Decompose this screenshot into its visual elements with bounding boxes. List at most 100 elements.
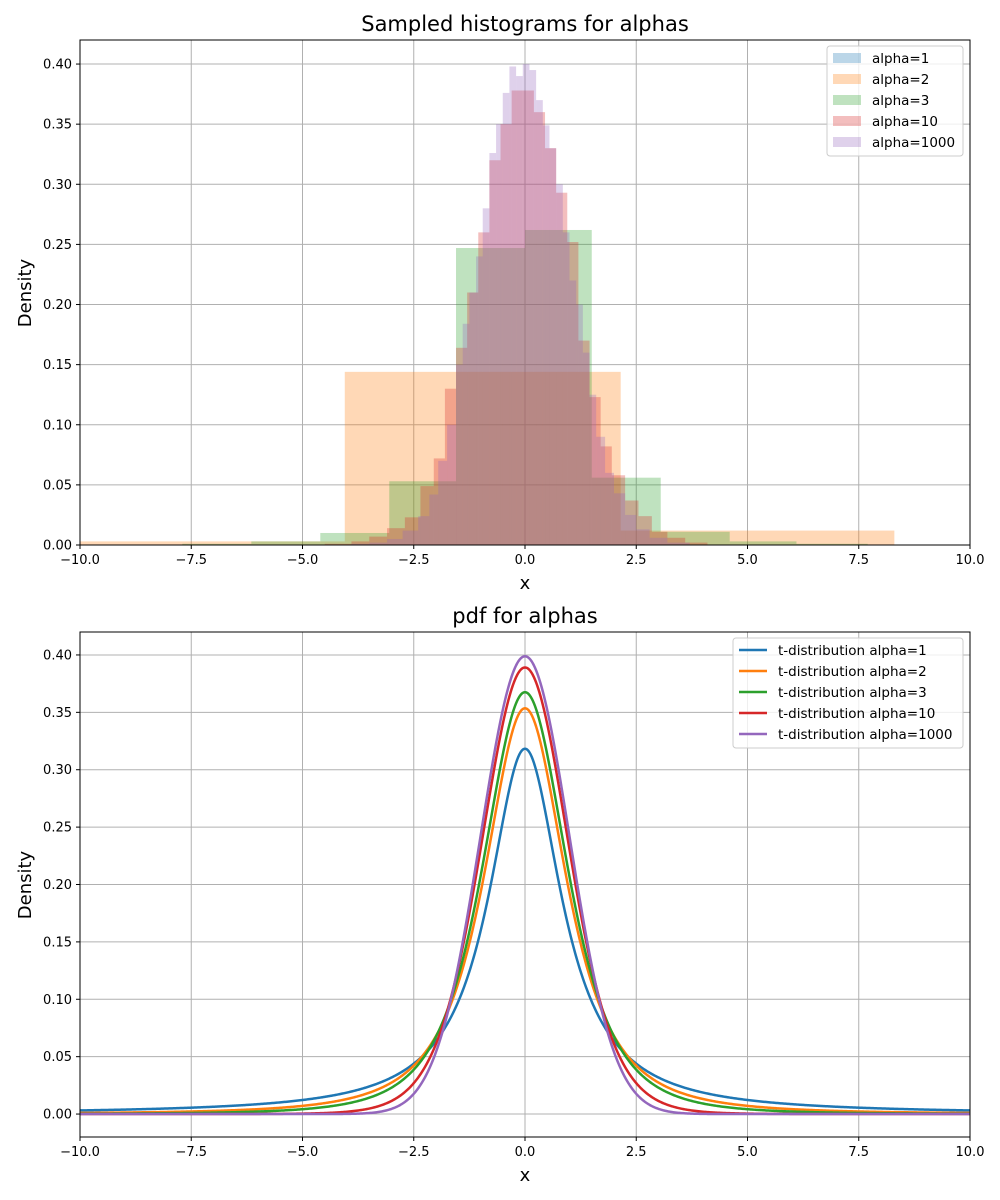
hist-bar-alpha-1000 — [509, 66, 517, 545]
pdf-legend: t-distribution alpha=1 t-distribution alp… — [732, 637, 964, 749]
hist-bar-alpha-10 — [556, 192, 568, 545]
hist-bar-alpha-10 — [433, 458, 445, 545]
histogram-y-tick-label: 0.40 — [43, 58, 72, 73]
histogram-x-tick-label: −2.5 — [398, 553, 430, 568]
histogram-x-tick-label: 5.0 — [737, 553, 758, 568]
hist-bar-alpha-1000 — [589, 394, 597, 545]
hist-bar-alpha-10 — [404, 517, 421, 545]
pdf-chart: −10.0 −7.5 −5.0 −2.5 0.0 2.5 5.0 7.5 10.0 0.00 0.0… — [15, 604, 984, 1186]
legend-label-t-distribution-alpha-1000: t-distribution alpha=1000 — [778, 727, 952, 743]
hist-bar-alpha-1000 — [369, 542, 388, 545]
pdf-ticks: −10.0 −7.5 −5.0 −2.5 0.0 2.5 5.0 7.5 10.0 0.00 0.0… — [43, 648, 984, 1160]
pdf-x-axis-label: x — [520, 1165, 531, 1186]
legend-swatch-alpha-3 — [833, 95, 861, 105]
hist-bar-alpha-1000 — [402, 530, 419, 545]
hist-bar-alpha-1000 — [582, 352, 590, 545]
histogram-y-tick-label: 0.15 — [43, 358, 72, 373]
hist-bar-alpha-1000 — [596, 436, 606, 545]
hist-bar-alpha-10 — [545, 148, 557, 545]
hist-bar-alpha-10 — [456, 347, 468, 545]
hist-bar-alpha-3 — [251, 541, 321, 545]
pdf-y-tick-label: 0.35 — [43, 706, 72, 721]
hist-bar-alpha-1000 — [605, 472, 614, 545]
pdf-y-tick-label: 0.40 — [43, 648, 72, 663]
hist-bar-alpha-1000 — [496, 124, 503, 545]
histogram-y-tick-label: 0.00 — [43, 539, 72, 554]
legend-swatch-alpha-1 — [833, 53, 861, 63]
pdf-x-tick-label: 5.0 — [737, 1145, 758, 1160]
hist-bar-alpha-3 — [660, 531, 730, 545]
pdf-y-tick-label: 0.20 — [43, 878, 72, 893]
legend-label-alpha-1000: alpha=1000 — [872, 135, 955, 151]
histogram-chart: −10.0 −7.5 −5.0 −2.5 0.0 2.5 5.0 7.5 10.0 0.00 0.0… — [15, 12, 984, 594]
pdf-line-t-distribution-alpha-1 — [80, 747, 970, 1112]
hist-bar-alpha-10 — [522, 90, 534, 545]
pdf-x-tick-label: −5.0 — [287, 1145, 319, 1160]
hist-bar-alpha-10 — [478, 232, 490, 545]
legend-label-t-distribution-alpha-1: t-distribution alpha=1 — [778, 643, 927, 659]
hist-bar-alpha-1000 — [482, 208, 490, 545]
histogram-y-tick-label: 0.10 — [43, 418, 72, 433]
hist-bar-alpha-1000 — [536, 100, 543, 545]
pdf-y-tick-label: 0.10 — [43, 993, 72, 1008]
hist-bar-alpha-10 — [651, 531, 668, 545]
histogram-legend-box — [826, 45, 964, 157]
hist-bar-alpha-1000 — [649, 537, 668, 545]
pdf-x-tick-label: 7.5 — [848, 1145, 869, 1160]
hist-bar-alpha-10 — [611, 475, 626, 545]
pdf-x-tick-label: 2.5 — [626, 1145, 647, 1160]
histogram-y-axis-label: Density — [15, 258, 36, 327]
pdf-line-t-distribution-alpha-3 — [80, 690, 970, 1115]
hist-bar-alpha-1000 — [429, 494, 439, 545]
hist-bar-alpha-2 — [344, 371, 621, 545]
pdf-x-tick-label: 0.0 — [515, 1145, 536, 1160]
hist-bar-alpha-1000 — [456, 364, 463, 545]
pdf-y-tick-label: 0.15 — [43, 935, 72, 950]
hist-bar-alpha-1000 — [625, 514, 637, 545]
hist-bar-alpha-1000 — [516, 76, 523, 545]
histogram-x-tick-label: −5.0 — [287, 553, 319, 568]
pdf-y-axis-label: Density — [15, 850, 36, 919]
hist-bar-alpha-10 — [578, 340, 590, 545]
histogram-x-tick-label: −10.0 — [60, 553, 100, 568]
hist-bar-alpha-10 — [489, 160, 501, 545]
legend-label-alpha-3: alpha=3 — [872, 93, 929, 109]
histogram-x-tick-label: 0.0 — [515, 553, 536, 568]
legend-swatch-alpha-2 — [833, 74, 861, 84]
hist-bar-alpha-3 — [389, 481, 457, 545]
hist-bar-alpha-1000 — [667, 542, 690, 545]
hist-bar-alpha-1000 — [529, 70, 537, 545]
pdf-x-tick-label: −10.0 — [60, 1145, 100, 1160]
hist-bar-alpha-10 — [420, 486, 434, 545]
hist-bar-alpha-10 — [625, 500, 639, 545]
pdf-title: pdf for alphas — [452, 604, 597, 628]
histogram-y-tick-label: 0.20 — [43, 298, 72, 313]
hist-bar-alpha-1000 — [489, 153, 497, 545]
hist-bar-alpha-1000 — [387, 538, 403, 545]
pdf-legend-box — [732, 637, 964, 749]
pdf-x-tick-label: 10.0 — [956, 1145, 985, 1160]
pdf-y-tick-label: 0.05 — [43, 1050, 72, 1065]
hist-bar-alpha-10 — [589, 397, 601, 545]
hist-bar-alpha-10 — [387, 528, 405, 545]
legend-swatch-alpha-1000 — [833, 137, 861, 147]
hist-bar-alpha-3 — [591, 477, 661, 545]
hist-bar-alpha-10 — [500, 124, 512, 545]
hist-bar-alpha-1000 — [447, 424, 457, 545]
pdf-lines — [80, 655, 970, 1116]
hist-bar-alpha-10 — [324, 543, 352, 545]
legend-label-alpha-10: alpha=10 — [872, 114, 938, 130]
pdf-x-tick-label: −7.5 — [175, 1145, 207, 1160]
pdf-x-tick-label: −2.5 — [398, 1145, 430, 1160]
hist-bar-alpha-1000 — [476, 256, 483, 545]
hist-bar-alpha-1000 — [351, 543, 370, 545]
hist-bar-alpha-1000 — [614, 493, 626, 545]
legend-swatch-alpha-10 — [833, 116, 861, 126]
histogram-x-tick-label: 7.5 — [848, 553, 869, 568]
histogram-ticks: −10.0 −7.5 −5.0 −2.5 0.0 2.5 5.0 7.5 10.0 0.00 0.0… — [43, 58, 984, 568]
histogram-bars — [80, 64, 895, 545]
histogram-legend: alpha=1 alpha=2 alpha=3 alpha=10 alpha=1000 — [826, 45, 964, 157]
histogram-y-tick-label: 0.25 — [43, 238, 72, 253]
hist-bar-alpha-3 — [456, 248, 525, 545]
